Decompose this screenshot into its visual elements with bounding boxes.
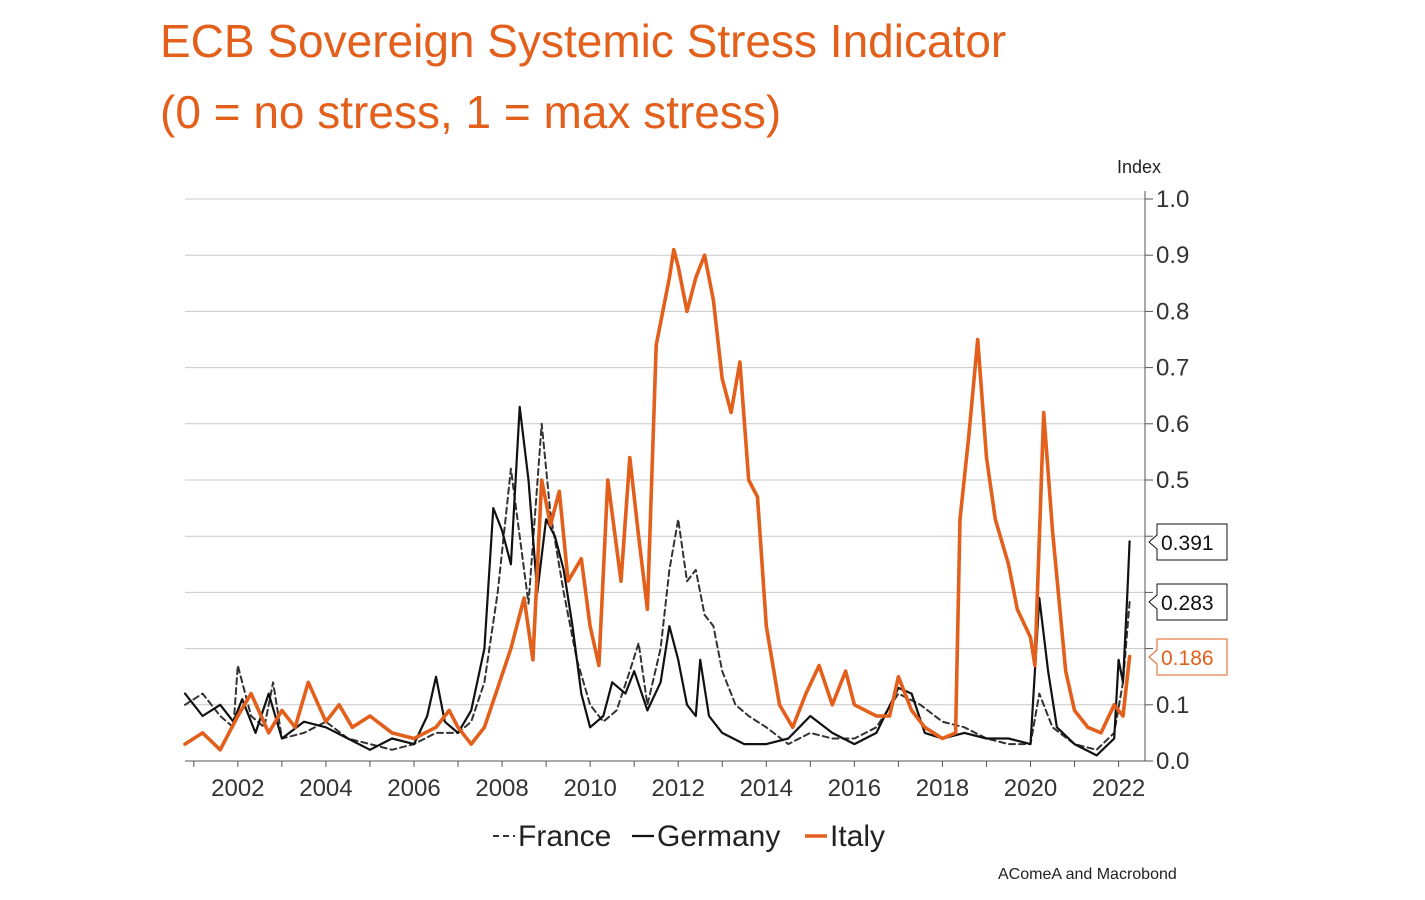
value-callout-text: 0.391 (1161, 532, 1214, 555)
source-note: AComeA and Macrobond (998, 866, 1177, 883)
x-tick-label: 2016 (828, 775, 881, 802)
x-tick-label: 2002 (211, 775, 264, 802)
value-callout-box (1148, 638, 1228, 676)
legend-item-italy: Italy (805, 820, 885, 853)
series-line-italy (183, 247, 1132, 752)
legend-label: Germany (657, 820, 780, 853)
chart-title: ECB Sovereign Systemic Stress Indicator (160, 15, 1007, 67)
value-callout-box (1148, 583, 1228, 621)
x-tick-label: 2014 (740, 775, 793, 802)
value-labels: 0.391 0.283 0.186 (1148, 523, 1228, 676)
legend-label: France (518, 820, 611, 853)
series-line-germany (183, 405, 1131, 757)
y-tick-label: 0.5 (1156, 467, 1189, 494)
series-line-france (184, 422, 1131, 751)
y-tick-label: 0.1 (1156, 692, 1189, 719)
x-tick-label: 2010 (563, 775, 616, 802)
value-callout-france: 0.283 (1148, 583, 1228, 621)
value-callout-box (1148, 523, 1228, 561)
x-tick-label: 2004 (299, 775, 352, 802)
chart-subtitle: (0 = no stress, 1 = max stress) (160, 86, 782, 138)
x-tick-label: 2006 (387, 775, 440, 802)
legend: France Germany Italy (493, 820, 885, 853)
legend-label: Italy (830, 820, 885, 853)
x-tick-label: 2008 (475, 775, 528, 802)
y-tick-label: 1.0 (1156, 186, 1189, 213)
legend-item-germany: Germany (632, 820, 780, 853)
y-tick-label: 0.9 (1156, 242, 1189, 269)
value-callout-italy: 0.186 (1148, 638, 1228, 676)
gridlines (185, 198, 1145, 762)
x-tick-label: 2018 (916, 775, 969, 802)
x-tick-label: 2020 (1004, 775, 1057, 802)
y-axis-label: Index (1117, 157, 1161, 177)
axes: 0.00.10.20.30.40.50.60.70.80.91.0Index20… (185, 157, 1189, 802)
x-tick-label: 2012 (652, 775, 705, 802)
value-callout-text: 0.283 (1161, 592, 1214, 615)
series-lines (183, 247, 1132, 757)
legend-item-france: France (493, 820, 611, 853)
value-callout-germany: 0.391 (1148, 523, 1228, 561)
y-tick-label: 0.0 (1156, 748, 1189, 775)
y-tick-label: 0.8 (1156, 298, 1189, 325)
value-callout-text: 0.186 (1161, 647, 1214, 670)
y-tick-label: 0.7 (1156, 355, 1189, 382)
y-tick-label: 0.6 (1156, 411, 1189, 438)
x-tick-label: 2022 (1092, 775, 1145, 802)
